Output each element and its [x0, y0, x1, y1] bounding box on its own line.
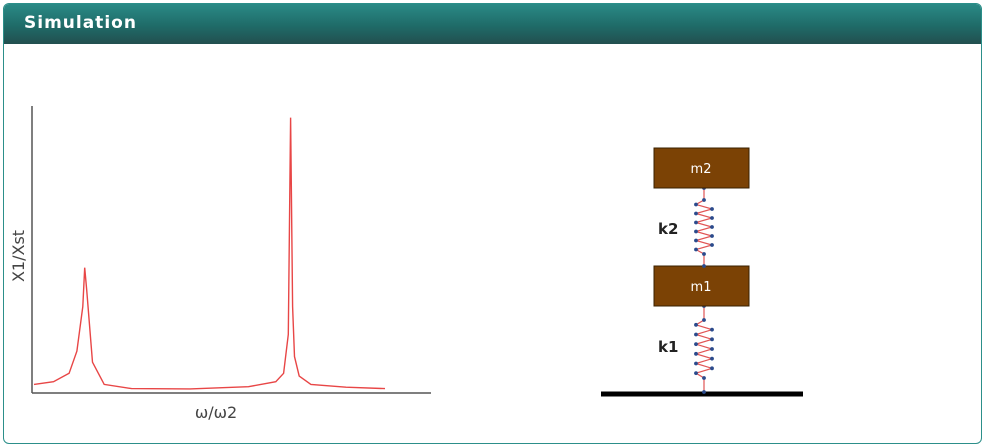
y-axis-label: X1/Xst	[9, 230, 28, 282]
simulation-panel: Simulation X1/Xst ω/ω2 k1 m1 k2	[3, 3, 982, 444]
spring-node	[710, 337, 714, 342]
response-plot: X1/Xst ω/ω2	[9, 106, 431, 422]
spring-node	[694, 220, 698, 225]
spring-node	[702, 376, 706, 380]
spring-node	[694, 238, 698, 243]
spring-node	[702, 390, 706, 394]
spring-k2-nodes	[694, 186, 714, 268]
mass-m1	[653, 265, 750, 307]
spring-node	[702, 252, 706, 256]
spring-node	[694, 202, 698, 207]
spring-node	[702, 318, 706, 322]
panel-title: Simulation	[24, 13, 137, 33]
panel-header: Simulation	[4, 4, 981, 44]
spring-node	[694, 247, 698, 252]
spring-node	[694, 322, 698, 327]
spring-node	[694, 371, 698, 376]
spring-node	[710, 243, 714, 247]
spring-node	[702, 198, 706, 202]
spring-node	[694, 211, 698, 216]
mass-m1-label: m1	[691, 280, 712, 295]
mass-m2-label: m2	[691, 162, 712, 177]
spring-node	[710, 216, 714, 220]
spring-k1-label: k1	[658, 338, 678, 356]
spring-node	[710, 207, 714, 211]
spring-k2-label: k2	[658, 220, 678, 238]
spring-node	[694, 229, 698, 234]
spring-node	[710, 347, 714, 351]
spring-node	[710, 366, 714, 371]
spring-node	[694, 351, 698, 356]
spring-node	[702, 264, 706, 268]
spring-k1-nodes	[694, 304, 714, 394]
mass-spring-schematic: k1 m1 k2 m2	[601, 147, 803, 397]
spring-node	[710, 225, 714, 229]
spring-node	[694, 342, 698, 347]
x-axis-label: ω/ω2	[195, 403, 237, 422]
spring-node	[710, 356, 714, 361]
spring-node	[694, 332, 698, 337]
spring-node	[710, 327, 714, 332]
spring-node	[694, 361, 698, 366]
spring-node	[710, 234, 714, 238]
mass-m2	[653, 147, 750, 189]
simulation-canvas: X1/Xst ω/ω2 k1 m1 k2 m2	[9, 106, 803, 422]
response-curve	[33, 117, 386, 390]
